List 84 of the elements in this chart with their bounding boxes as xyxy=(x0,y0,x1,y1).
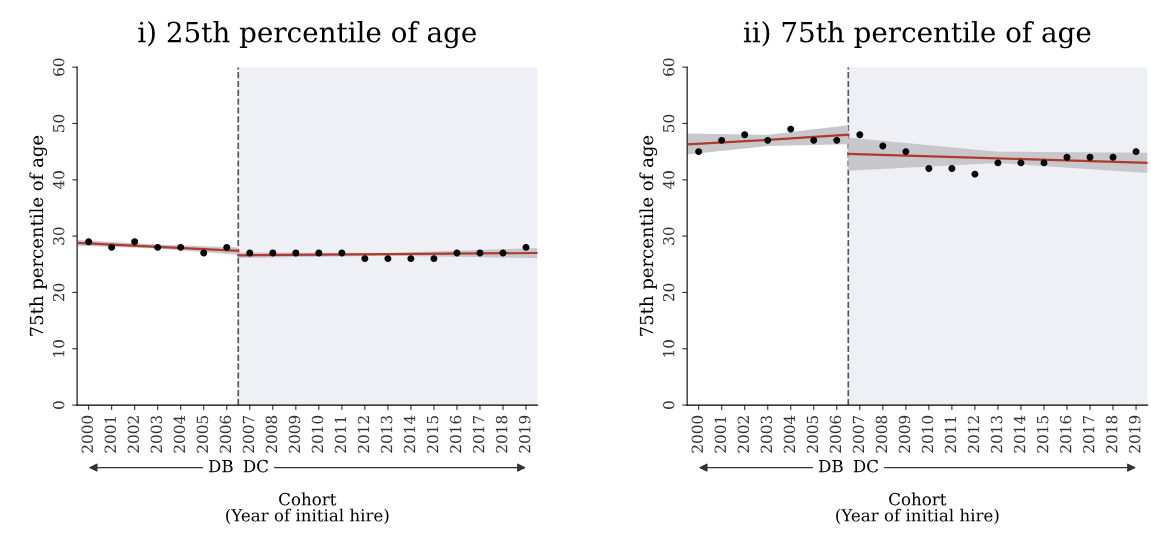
point xyxy=(695,148,703,156)
x-tick-label: 2013 xyxy=(990,415,1003,453)
x-tick-label: 2013 xyxy=(380,415,393,453)
point xyxy=(1086,153,1094,161)
point xyxy=(948,165,956,173)
text: DC xyxy=(243,459,268,473)
x-tick-label: 2007 xyxy=(242,415,255,453)
x-tick-label: 2005 xyxy=(196,415,209,453)
y-tick-label: 40 xyxy=(662,171,675,190)
y-tick-label: 30 xyxy=(662,227,675,245)
point xyxy=(925,165,933,173)
y-axis-title: 75th percentile of age xyxy=(29,135,48,336)
x-tick-label: 2006 xyxy=(219,415,232,453)
x-tick-label: 2009 xyxy=(288,415,301,453)
x-tick-label: 2012 xyxy=(967,416,980,453)
point xyxy=(856,131,864,139)
x-tick-label: 2000 xyxy=(81,415,94,453)
x-tick-label: 2002 xyxy=(127,416,140,453)
x-tick-label: 2014 xyxy=(403,415,416,453)
x-tick-label: 2016 xyxy=(1059,415,1072,453)
y-tick-label: 0 xyxy=(52,401,65,409)
y-tick-label: 40 xyxy=(52,171,65,190)
x-tick-label: 2001 xyxy=(104,416,117,453)
x-tick-label: 2017 xyxy=(1082,415,1095,453)
x-tick-label: 2004 xyxy=(783,415,796,453)
x-tick-label: 2005 xyxy=(806,415,819,453)
y-axis-title: 75th percentile of age xyxy=(639,135,658,336)
x-tick-label: 2011 xyxy=(334,416,347,453)
text: DB xyxy=(208,460,233,473)
point xyxy=(1063,153,1071,161)
x-tick-label: 2010 xyxy=(311,415,324,453)
x-tick-label: 2015 xyxy=(1036,415,1049,453)
x-tick-label: 2016 xyxy=(449,415,462,453)
point xyxy=(1040,159,1048,167)
y-tick-label: 60 xyxy=(662,58,675,76)
point xyxy=(741,131,749,139)
point xyxy=(1017,159,1025,167)
x-axis-title: Cohort (Year of initial hire) xyxy=(226,492,389,524)
x-tick-label: 2011 xyxy=(944,416,957,453)
x-tick-label: 2017 xyxy=(472,415,485,453)
x-tick-label: 2008 xyxy=(265,415,278,453)
y-tick-label: 0 xyxy=(662,401,675,409)
x-tick-label: 2019 xyxy=(518,415,531,453)
x-tick-label: 2012 xyxy=(357,416,370,453)
y-tick-label: 20 xyxy=(662,283,675,302)
x-tick-label: 2010 xyxy=(921,415,934,453)
point xyxy=(879,142,887,150)
x-tick-label: 2018 xyxy=(1105,415,1118,453)
x-tick-label: 2015 xyxy=(426,415,439,453)
chart-title: ii) 75th percentile of age xyxy=(743,21,1091,49)
x-axis-title: Cohort (Year of initial hire) xyxy=(836,492,999,524)
x-tick-label: 2009 xyxy=(898,415,911,453)
text: DC xyxy=(853,459,879,473)
point xyxy=(1109,153,1117,161)
x-tick-label: 2008 xyxy=(875,415,888,453)
point xyxy=(764,136,772,144)
x-tick-label: 2003 xyxy=(760,415,773,453)
point xyxy=(902,148,910,156)
point xyxy=(994,159,1002,167)
point xyxy=(833,136,841,144)
x-tick-label: 2014 xyxy=(1013,415,1026,453)
y-tick-label: 20 xyxy=(52,283,65,302)
x-tick-label: 2019 xyxy=(1128,415,1141,453)
x-tick-label: 2000 xyxy=(691,415,704,453)
x-tick-label: 2004 xyxy=(173,415,186,453)
text: DB xyxy=(818,460,843,473)
y-tick-label: 10 xyxy=(662,340,675,357)
x-tick-label: 2006 xyxy=(829,415,842,453)
chart-title: i) 25th percentile of age xyxy=(138,21,476,49)
x-tick-label: 2018 xyxy=(495,415,508,453)
x-tick-label: 2003 xyxy=(150,415,163,453)
point xyxy=(1132,148,1140,156)
y-tick-label: 30 xyxy=(52,227,65,245)
y-tick-label: 10 xyxy=(52,340,65,357)
x-tick-label: 2007 xyxy=(852,415,865,453)
y-tick-label: 60 xyxy=(52,58,65,76)
point xyxy=(718,136,726,144)
point xyxy=(810,136,818,144)
point xyxy=(971,170,979,178)
y-tick-label: 50 xyxy=(52,114,65,132)
y-tick-label: 50 xyxy=(662,114,675,132)
point xyxy=(787,125,795,133)
x-tick-label: 2002 xyxy=(737,416,750,453)
x-tick-label: 2001 xyxy=(714,416,727,453)
